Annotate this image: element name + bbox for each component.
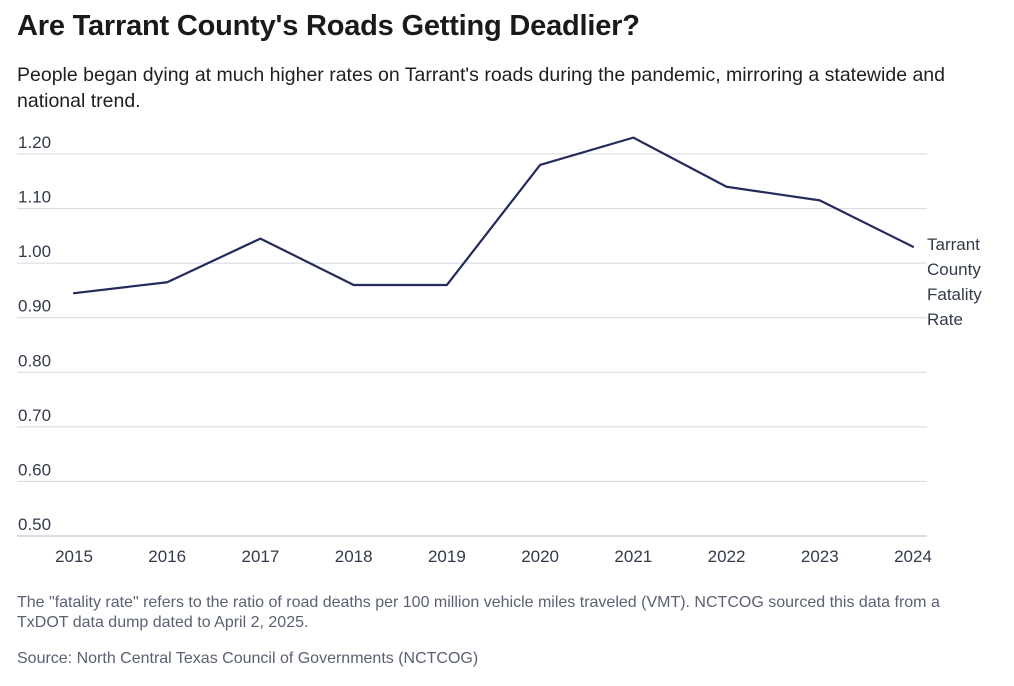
series-label: Tarrant County Fatality Rate bbox=[927, 235, 982, 329]
y-tick-label: 1.10 bbox=[18, 188, 51, 207]
x-tick-label: 2015 bbox=[55, 547, 93, 566]
y-tick-label: 0.60 bbox=[18, 460, 51, 479]
series-label-line: County bbox=[927, 260, 981, 279]
y-axis-ticks: 0.50 0.60 0.70 0.80 0.90 1.00 1.10 1.20 bbox=[18, 133, 51, 534]
x-tick-label: 2023 bbox=[801, 547, 839, 566]
chart-subtitle: People began dying at much higher rates … bbox=[17, 64, 945, 112]
x-tick-label: 2018 bbox=[335, 547, 373, 566]
chart-title: Are Tarrant County's Roads Getting Deadl… bbox=[17, 10, 640, 42]
methodology-note: The "fatality rate" refers to the ratio … bbox=[17, 594, 940, 631]
y-tick-label: 1.00 bbox=[18, 242, 51, 261]
y-tick-label: 0.70 bbox=[18, 406, 51, 425]
x-tick-label: 2022 bbox=[708, 547, 746, 566]
series-label-line: Tarrant bbox=[927, 235, 980, 254]
source-line: Source: North Central Texas Council of G… bbox=[17, 650, 479, 667]
y-tick-label: 0.80 bbox=[18, 351, 51, 370]
x-tick-label: 2021 bbox=[614, 547, 652, 566]
series-line bbox=[72, 136, 915, 295]
y-tick-label: 0.90 bbox=[18, 297, 51, 316]
x-tick-label: 2024 bbox=[894, 547, 932, 566]
y-tick-label: 0.50 bbox=[18, 515, 51, 534]
series-label-line: Rate bbox=[927, 310, 963, 329]
x-axis-ticks: 2015 2016 2017 2018 2019 2020 2021 2022 2023 2024 bbox=[55, 547, 932, 566]
y-tick-label: 1.20 bbox=[18, 133, 51, 152]
x-tick-label: 2019 bbox=[428, 547, 466, 566]
gridlines bbox=[17, 153, 927, 537]
series-layer bbox=[72, 136, 915, 295]
series-label-line: Fatality bbox=[927, 285, 982, 304]
line-chart: 0.500.600.700.800.901.001.101.20 2015 201… bbox=[17, 133, 982, 566]
x-tick-label: 2020 bbox=[521, 547, 559, 566]
x-tick-label: 2017 bbox=[242, 547, 280, 566]
x-tick-label: 2016 bbox=[148, 547, 186, 566]
